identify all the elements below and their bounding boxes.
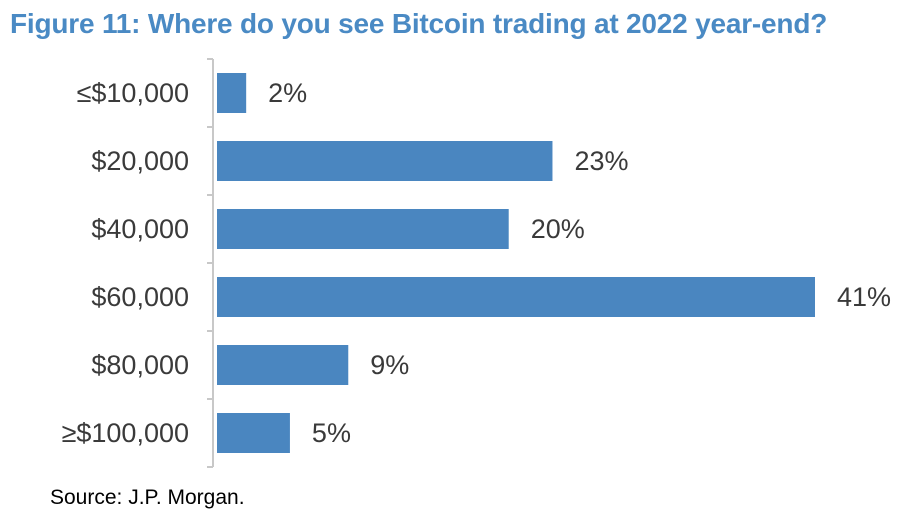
value-labels: 2% 23% 20% 41% 9% 5% — [268, 78, 891, 448]
category-label: ≥$100,000 — [62, 418, 189, 448]
value-label: 5% — [312, 418, 351, 448]
value-label: 41% — [837, 282, 891, 312]
bars-group — [217, 73, 815, 453]
value-label: 9% — [370, 350, 409, 380]
category-label: $80,000 — [91, 350, 189, 380]
bar — [217, 209, 509, 249]
value-label: 23% — [574, 146, 628, 176]
bar — [217, 413, 290, 453]
value-label: 2% — [268, 78, 307, 108]
bar — [217, 141, 553, 181]
category-label: $20,000 — [91, 146, 189, 176]
category-label: $60,000 — [91, 282, 189, 312]
category-label: ≤$10,000 — [77, 78, 189, 108]
axis-group — [207, 58, 214, 468]
bar — [217, 345, 349, 385]
value-label: 20% — [531, 214, 585, 244]
bar — [217, 73, 247, 113]
bar — [217, 277, 815, 317]
category-label: $40,000 — [91, 214, 189, 244]
category-labels: ≤$10,000 $20,000 $40,000 $60,000 $80,000 ≥$10… — [62, 78, 189, 448]
chart-source: Source: J.P. Morgan. — [50, 486, 245, 509]
chart-title: Figure 11: Where do you see Bitcoin trad… — [10, 8, 828, 39]
